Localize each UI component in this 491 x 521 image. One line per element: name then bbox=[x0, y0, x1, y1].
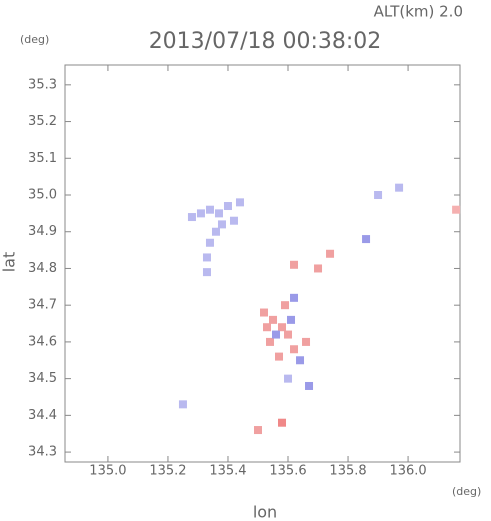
echo-cell bbox=[266, 337, 275, 346]
x-tick-label: 135.2 bbox=[149, 464, 186, 479]
y-tick-label: 35.0 bbox=[28, 188, 57, 203]
chart-title: 2013/07/18 00:38:02 bbox=[149, 29, 382, 54]
echo-cell bbox=[296, 356, 305, 365]
echo-cell bbox=[217, 220, 226, 229]
echo-cell bbox=[290, 260, 299, 269]
y-tick-label: 35.3 bbox=[28, 77, 57, 92]
echo-cell bbox=[302, 337, 311, 346]
echo-cell bbox=[211, 227, 220, 236]
echo-cell bbox=[272, 330, 281, 339]
y-tick-label: 34.9 bbox=[28, 224, 57, 239]
echo-cell bbox=[178, 400, 187, 409]
y-tick-label: 34.5 bbox=[28, 371, 57, 386]
echo-cell bbox=[205, 205, 214, 214]
echo-cell bbox=[287, 315, 296, 324]
echo-cell bbox=[235, 198, 244, 207]
echo-cell bbox=[362, 235, 371, 244]
y-unit: (deg) bbox=[20, 33, 49, 46]
echo-cell bbox=[452, 205, 461, 214]
echo-cell bbox=[229, 216, 238, 225]
echo-cell bbox=[202, 268, 211, 277]
y-tick-label: 34.6 bbox=[28, 334, 57, 349]
echo-cell bbox=[314, 264, 323, 273]
echo-cell bbox=[326, 249, 335, 258]
y-tick-label: 35.2 bbox=[28, 114, 57, 129]
plot-frame bbox=[64, 64, 461, 463]
echo-cell bbox=[202, 253, 211, 262]
echo-cell bbox=[284, 330, 293, 339]
x-tick-label: 135.8 bbox=[329, 464, 366, 479]
altitude-label: ALT(km) 2.0 bbox=[374, 3, 463, 21]
echo-cell bbox=[223, 202, 232, 211]
x-axis-label: lon bbox=[253, 503, 277, 521]
echo-cell bbox=[253, 426, 262, 435]
echo-cell bbox=[275, 352, 284, 361]
y-tick-label: 34.7 bbox=[28, 298, 57, 313]
echo-cell bbox=[374, 191, 383, 200]
y-tick-label: 34.8 bbox=[28, 261, 57, 276]
x-tick-label: 136.0 bbox=[389, 464, 426, 479]
x-tick-label: 135.6 bbox=[269, 464, 306, 479]
echo-cell bbox=[278, 418, 287, 427]
echo-cell bbox=[263, 323, 272, 332]
echo-cell bbox=[205, 238, 214, 247]
echo-cell bbox=[187, 213, 196, 222]
x-tick-label: 135.0 bbox=[89, 464, 126, 479]
echo-cell bbox=[196, 209, 205, 218]
echo-cell bbox=[395, 183, 404, 192]
x-unit: (deg) bbox=[452, 485, 481, 498]
echo-cell bbox=[305, 381, 314, 390]
echo-cell bbox=[290, 345, 299, 354]
echo-cell bbox=[278, 323, 287, 332]
echo-cell bbox=[260, 308, 269, 317]
echo-cell bbox=[269, 315, 278, 324]
y-axis-label: lat bbox=[0, 252, 19, 273]
x-tick-label: 135.4 bbox=[209, 464, 246, 479]
echo-cell bbox=[290, 293, 299, 302]
y-tick-label: 34.3 bbox=[28, 445, 57, 460]
echo-cell bbox=[214, 209, 223, 218]
y-tick-label: 35.1 bbox=[28, 151, 57, 166]
echo-cell bbox=[284, 374, 293, 383]
echo-cell bbox=[281, 301, 290, 310]
y-tick-label: 34.4 bbox=[28, 408, 57, 423]
